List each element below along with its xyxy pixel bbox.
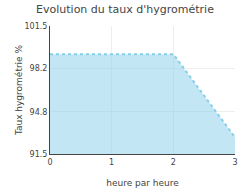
- svg-text:91.5: 91.5: [30, 150, 48, 159]
- svg-text:heure par heure: heure par heure: [106, 178, 179, 188]
- svg-text:Taux hygrométrie %: Taux hygrométrie %: [14, 44, 24, 136]
- svg-text:Evolution du taux d'hygrométri: Evolution du taux d'hygrométrie: [36, 3, 214, 16]
- svg-text:0: 0: [47, 158, 52, 167]
- svg-text:3: 3: [232, 158, 237, 167]
- svg-text:1: 1: [109, 158, 114, 167]
- svg-text:98.2: 98.2: [30, 64, 48, 73]
- svg-text:101.5: 101.5: [24, 22, 47, 31]
- svg-text:94.8: 94.8: [30, 108, 48, 117]
- svg-text:2: 2: [171, 158, 176, 167]
